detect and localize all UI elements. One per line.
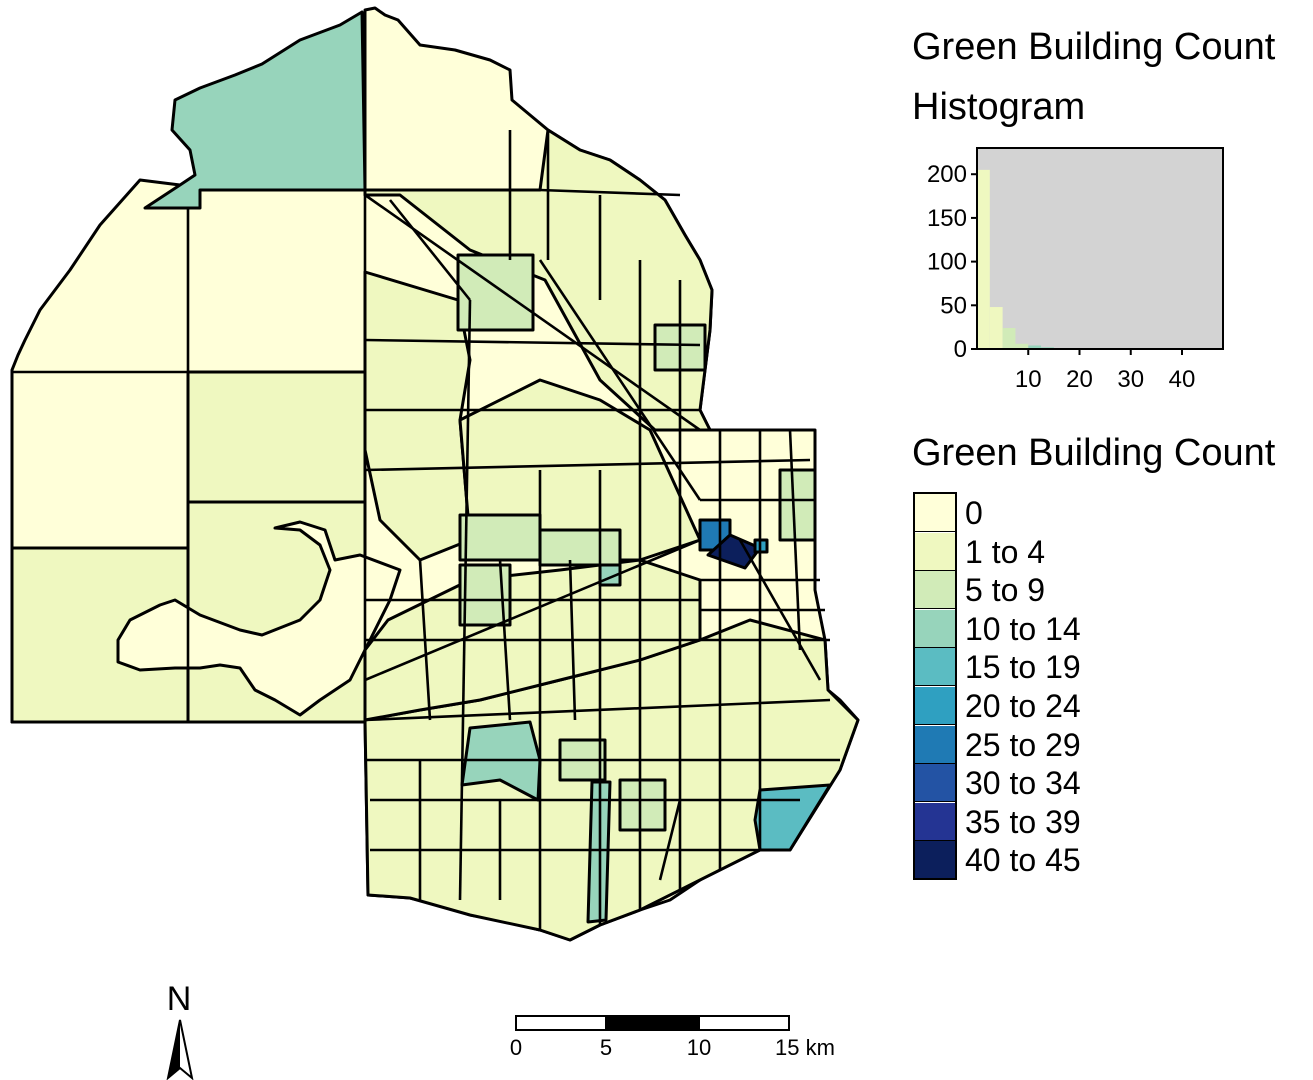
legend-swatch bbox=[914, 764, 956, 803]
legend-label: 0 bbox=[965, 495, 983, 531]
legend-swatch bbox=[914, 687, 956, 725]
scale-label: 0 bbox=[510, 1035, 522, 1060]
legend-item: 0 bbox=[912, 494, 1312, 533]
histogram-x-tick-label: 30 bbox=[1117, 366, 1144, 393]
histogram-x-tick-label: 20 bbox=[1066, 366, 1093, 393]
legend-item: 15 to 19 bbox=[912, 648, 1312, 687]
scale-label: 10 bbox=[687, 1035, 711, 1060]
legend-label: 25 to 29 bbox=[965, 726, 1081, 763]
histogram-bar bbox=[977, 169, 990, 349]
histogram-chart: 0 50 100 150 200 10 20 30 40 bbox=[927, 147, 1224, 393]
histogram-bar bbox=[1015, 343, 1029, 349]
histogram-bar bbox=[1028, 345, 1042, 349]
scale-bar: 0 5 10 15 km bbox=[510, 1015, 835, 1060]
legend-label: 15 to 19 bbox=[965, 649, 1081, 686]
histogram-x-tick-label: 40 bbox=[1169, 366, 1196, 393]
legend-swatch bbox=[914, 532, 956, 571]
map-tract bbox=[458, 513, 542, 562]
legend-label: 30 to 34 bbox=[965, 765, 1081, 802]
map-tract bbox=[618, 778, 667, 832]
map-tract bbox=[143, 10, 367, 210]
histogram-y-tick-label: 100 bbox=[927, 249, 967, 276]
legend-swatch bbox=[914, 648, 956, 687]
histogram-subtitle: Histogram bbox=[912, 86, 1086, 128]
map-tract bbox=[186, 370, 367, 504]
legend-frame bbox=[913, 492, 957, 880]
legend-swatch bbox=[914, 802, 956, 841]
map-tract bbox=[363, 270, 472, 562]
map-tract bbox=[753, 783, 832, 852]
choropleth-map bbox=[10, 6, 860, 942]
legend-label: 20 to 24 bbox=[965, 688, 1081, 724]
legend-item: 5 to 9 bbox=[912, 571, 1312, 610]
legend-item: 40 to 45 bbox=[912, 841, 1312, 880]
legend-swatch bbox=[914, 571, 956, 610]
north-label: N bbox=[167, 980, 192, 1018]
histogram-y-tick-label: 0 bbox=[954, 336, 967, 363]
map-tract bbox=[538, 528, 622, 567]
legend-label: 10 to 14 bbox=[965, 610, 1081, 647]
legend-title: Green Building Count bbox=[912, 432, 1276, 474]
histogram-y-tick-label: 150 bbox=[927, 205, 967, 232]
north-arrow: N bbox=[166, 980, 194, 1080]
legend-label: 1 to 4 bbox=[965, 533, 1046, 570]
histogram-bar bbox=[1002, 328, 1016, 349]
histogram-plot-area bbox=[977, 148, 1223, 349]
histogram-title: Green Building Count bbox=[912, 26, 1276, 68]
histogram-bar bbox=[989, 307, 1003, 349]
scale-label: 5 bbox=[600, 1035, 612, 1060]
map-tract bbox=[778, 468, 817, 542]
scale-label: 15 km bbox=[775, 1035, 835, 1060]
legend-item: 25 to 29 bbox=[912, 725, 1312, 765]
legend-swatch bbox=[914, 841, 956, 880]
histogram-x-tick-label: 10 bbox=[1015, 366, 1042, 393]
legend-label: 5 to 9 bbox=[965, 572, 1046, 609]
legend-swatch bbox=[914, 725, 956, 764]
histogram-y-tick-label: 50 bbox=[940, 292, 967, 319]
legend-swatch bbox=[914, 609, 956, 648]
legend-item: 1 to 4 bbox=[912, 532, 1312, 572]
legend-label: 35 to 39 bbox=[965, 803, 1081, 840]
legend-item: 20 to 24 bbox=[912, 687, 1312, 726]
legend-swatch bbox=[914, 494, 956, 532]
legend-label: 40 to 45 bbox=[965, 842, 1081, 879]
histogram-y-tick-label: 200 bbox=[927, 161, 967, 188]
legend-item: 35 to 39 bbox=[912, 802, 1312, 842]
legend-item: 30 to 34 bbox=[912, 764, 1312, 803]
legend-item: 10 to 14 bbox=[912, 609, 1312, 649]
